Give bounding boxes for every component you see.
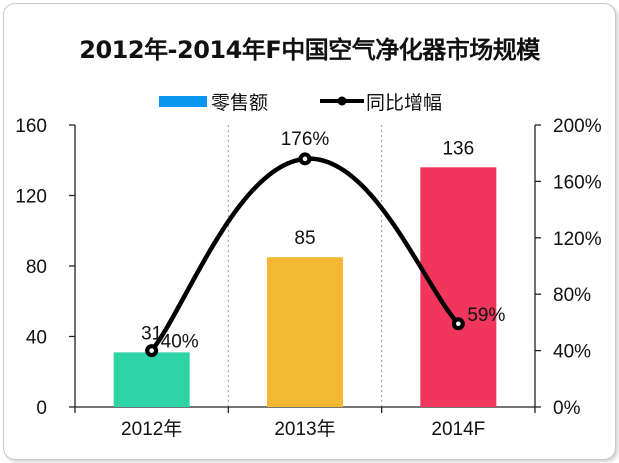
left-tick-label: 80 — [26, 257, 47, 278]
right-tick-label: 80% — [553, 285, 591, 306]
left-tick-label: 40 — [26, 328, 47, 349]
growth-point-center — [302, 156, 308, 162]
legend-line-label: 同比增幅 — [366, 92, 442, 114]
legend-line-marker — [337, 96, 347, 106]
bar-value-label: 31 — [141, 323, 162, 344]
growth-value-label: 176% — [281, 129, 330, 150]
right-tick-label: 120% — [553, 229, 602, 250]
growth-value-label: 59% — [467, 305, 505, 326]
x-tick-label: 2012年 — [121, 418, 182, 440]
right-tick-label: 160% — [553, 172, 602, 193]
growth-value-label: 40% — [161, 332, 199, 353]
bar — [113, 352, 190, 407]
legend-bar-swatch — [159, 96, 207, 107]
left-tick-label: 120 — [15, 187, 47, 208]
right-tick-label: 200% — [553, 116, 602, 137]
right-tick-label: 40% — [553, 342, 591, 363]
bar-value-label: 136 — [442, 138, 474, 159]
bar — [267, 257, 343, 407]
left-tick-label: 160 — [15, 116, 47, 137]
left-tick-label: 0 — [36, 398, 47, 419]
x-tick-label: 2014F — [431, 419, 485, 440]
growth-line — [145, 152, 465, 358]
legend: 零售额 同比增幅 — [159, 92, 442, 114]
gridlines — [227, 125, 383, 407]
right-tick-label: 0% — [553, 398, 581, 419]
growth-point-center — [456, 321, 461, 327]
growth-point-center — [149, 348, 154, 353]
x-tick-label: 2013年 — [274, 418, 335, 440]
bar-value-label: 85 — [294, 228, 315, 249]
data-labels: 31 85 136 40% 176% 59% — [141, 129, 505, 353]
bars — [113, 167, 497, 407]
chart-title: 2012年-2014年F中国空气净化器市场规模 — [79, 36, 540, 64]
legend-bar-label: 零售额 — [211, 92, 268, 114]
